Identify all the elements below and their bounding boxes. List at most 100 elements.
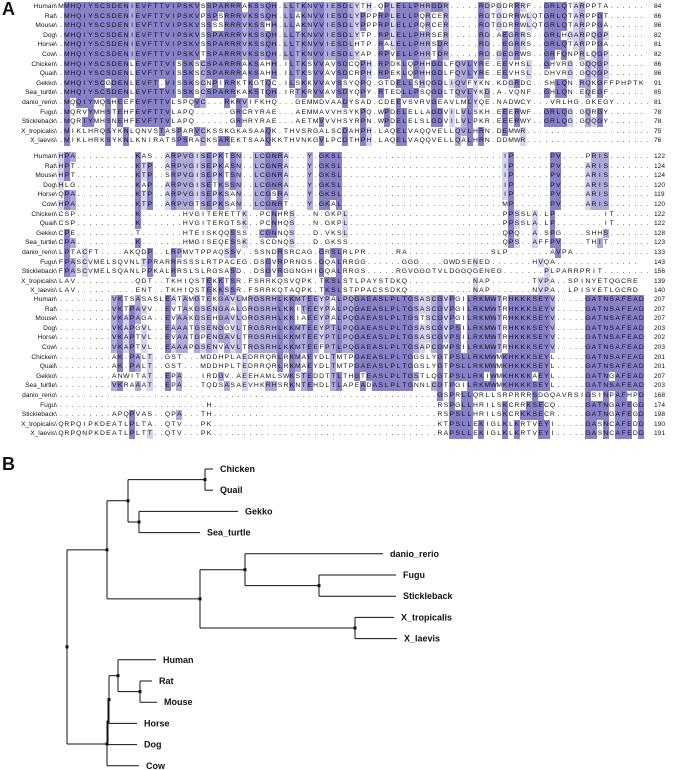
residue: . (397, 191, 400, 199)
residue: H (550, 70, 555, 78)
residue: L (443, 79, 448, 87)
residue: . (610, 31, 613, 39)
residue: . (569, 401, 572, 409)
residue: E (164, 314, 171, 324)
residue: V (318, 40, 325, 50)
residue: A (217, 59, 224, 70)
residue: F (146, 88, 153, 98)
residue: P (389, 323, 396, 334)
residue: K (94, 420, 99, 428)
residue: T (201, 411, 206, 419)
species-label: Sea_turtle\ (25, 89, 57, 97)
residue: W (490, 333, 497, 343)
residue: M (508, 137, 514, 145)
species-label: Stickleback\ (21, 118, 57, 126)
residue: . (557, 401, 560, 409)
residue: V (555, 200, 562, 210)
residue: L (497, 430, 502, 438)
residue: P (549, 180, 556, 191)
residue: M (484, 362, 491, 372)
residue (644, 69, 650, 79)
residue: P (383, 50, 390, 60)
residue: E (579, 89, 585, 97)
residue: A (590, 304, 597, 315)
residue: I (296, 305, 299, 313)
residue: S (105, 117, 112, 127)
residue: P (200, 334, 206, 342)
residue: S (194, 268, 200, 276)
residue (644, 314, 650, 324)
residue: G (407, 314, 414, 324)
residue: K (513, 371, 520, 382)
residue: A (360, 99, 366, 106)
residue: . (462, 249, 465, 256)
sequence: QRPQ I PKDEA T L P L T A.. QT V... PK..............… (58, 419, 650, 430)
residue: E (312, 333, 319, 343)
residue: . (569, 324, 572, 332)
residue: I (194, 190, 201, 200)
residue: I (502, 152, 509, 162)
residue: . (314, 191, 317, 199)
residue: . (527, 239, 530, 247)
residue: S (337, 229, 342, 237)
residue: . (89, 411, 92, 419)
residue: Q (164, 430, 171, 438)
residue: P (146, 171, 153, 181)
species-label: X_tropicalis\ (21, 420, 57, 428)
residue: P (360, 126, 366, 137)
residue: . (77, 181, 80, 189)
residue: N (413, 382, 419, 390)
residue: . (498, 162, 501, 170)
residue: T (443, 372, 448, 380)
residue: S (591, 392, 597, 399)
residue: . (125, 229, 128, 237)
residue: . (563, 411, 566, 419)
residue: I (170, 78, 177, 89)
residue: V (140, 323, 147, 334)
residue: C (431, 381, 437, 391)
residue: K (247, 2, 254, 12)
residue: . (634, 22, 637, 30)
residue: A (123, 323, 130, 334)
residue: G (567, 30, 574, 41)
residue: S (182, 50, 189, 60)
residue: . (160, 411, 163, 419)
residue: E (134, 30, 141, 41)
residue: P (117, 411, 123, 419)
residue: Q (117, 258, 123, 266)
residue: . (148, 210, 151, 218)
residue: . (427, 201, 430, 208)
residue: L (466, 88, 473, 98)
residue: S (223, 286, 230, 296)
residue: L (336, 276, 343, 287)
residue: . (563, 258, 566, 266)
residue: . (356, 430, 358, 438)
residue: . (539, 172, 542, 180)
residue-position: 124 (654, 162, 666, 170)
residue: . (60, 324, 62, 332)
residue: . (403, 411, 406, 419)
residue: R (277, 161, 284, 172)
residue: D (319, 382, 324, 390)
residue: A (176, 323, 183, 334)
residue: R (223, 69, 230, 79)
residue: L (466, 136, 473, 146)
residue: P (389, 333, 396, 343)
residue: I (324, 50, 331, 60)
residue: . (373, 41, 376, 49)
residue: . (403, 210, 406, 218)
residue: . (569, 137, 572, 145)
residue: T (401, 333, 408, 343)
residue: Q (561, 117, 568, 127)
residue: Q (188, 99, 194, 106)
residue: A (360, 314, 366, 324)
residue: Y (306, 200, 313, 210)
residue: . (154, 382, 157, 390)
sequence: HP T.......... K T P.. ARPVG I SEPKASN.. L CGNRA.… (58, 161, 650, 172)
residue: S (182, 2, 189, 12)
residue: M (63, 40, 70, 50)
residue: T (307, 118, 312, 126)
residue: . (634, 89, 637, 97)
residue: . (421, 249, 424, 256)
residue: A (573, 11, 580, 22)
